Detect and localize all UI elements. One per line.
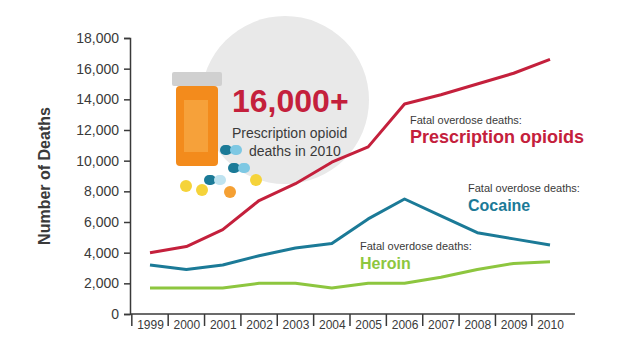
x-tick: 2000 [174, 314, 201, 332]
y-tick-label: 12,000 [76, 122, 119, 138]
y-tick-mark [124, 99, 130, 101]
pill [250, 174, 262, 186]
x-tick: 2008 [464, 314, 491, 332]
x-separator [204, 314, 206, 326]
y-tick: 4,000 [84, 245, 130, 261]
y-tick-mark [124, 130, 130, 132]
x-tick: 2004 [319, 314, 346, 332]
x-separator [240, 314, 242, 326]
y-tick: 12,000 [76, 122, 130, 138]
y-tick-label: 14,000 [76, 91, 119, 107]
y-tick-mark [124, 160, 130, 162]
pill [196, 184, 208, 196]
x-separator [386, 314, 388, 326]
y-tick: 18,000 [76, 30, 130, 46]
x-tick: 2005 [355, 314, 382, 332]
capsule [238, 163, 250, 173]
bottle-cap [172, 72, 222, 86]
bottle-label [184, 100, 208, 152]
x-tick-label: 2005 [355, 318, 382, 332]
x-tick-label: 2003 [283, 318, 310, 332]
x-tick-label: 2004 [319, 318, 346, 332]
pill [180, 180, 192, 192]
x-tick-label: 2006 [392, 318, 419, 332]
y-tick-label: 8,000 [84, 183, 119, 199]
x-axis: 1999 2000 2001 2002 2003 2004 2005 2006 2007 2008… [130, 314, 575, 332]
y-tick-label: 4,000 [84, 245, 119, 261]
annotation-circle [201, 16, 369, 184]
capsule [214, 175, 226, 185]
callout-number: 16,000+ [232, 83, 349, 119]
callout-text: Prescription opioid [232, 125, 347, 141]
x-tick: 2001 [210, 314, 237, 332]
x-tick-label: 2008 [464, 318, 491, 332]
y-tick: 10,000 [76, 153, 130, 169]
x-tick-label: 2002 [246, 318, 273, 332]
y-tick-label: 6,000 [84, 214, 119, 230]
x-separator [422, 314, 424, 326]
x-separator [313, 314, 315, 326]
y-tick: 16,000 [76, 61, 130, 77]
annotations: 16,000+ Prescription opioid deaths in 2010… [232, 83, 584, 272]
y-tick-label: 16,000 [76, 61, 119, 77]
series-line [150, 59, 550, 252]
x-separator [131, 314, 133, 326]
x-separator [167, 314, 169, 326]
x-tick-label: 2009 [501, 318, 528, 332]
y-axis: 0 2,000 4,000 6,000 8,000 10,000 12,000 14,000 1… [76, 30, 130, 322]
x-separator [495, 314, 497, 326]
x-tick-label: 2001 [210, 318, 237, 332]
y-axis-title: Number of Deaths [36, 107, 53, 245]
x-tick: 2009 [501, 314, 528, 332]
series-caption: Fatal overdose deaths: [410, 114, 522, 126]
x-separator [458, 314, 460, 326]
series-caption: Fatal overdose deaths: [360, 240, 472, 252]
x-tick: 2010 [537, 314, 564, 332]
x-tick: 1999 [137, 314, 164, 332]
x-tick: 2007 [428, 314, 455, 332]
chart: 0 2,000 4,000 6,000 8,000 10,000 12,000 14,000 1… [0, 0, 620, 350]
y-tick-label: 10,000 [76, 153, 119, 169]
series-caption: Fatal overdose deaths: [468, 182, 580, 194]
x-tick: 2006 [392, 314, 419, 332]
y-tick-mark [124, 252, 130, 254]
series-label: Heroin [360, 255, 411, 272]
y-tick-mark [124, 283, 130, 285]
x-separator [531, 314, 533, 326]
pill [224, 186, 236, 198]
y-tick: 8,000 [84, 183, 130, 199]
y-tick-mark [124, 314, 130, 316]
x-axis-line [130, 313, 575, 315]
y-tick-mark [124, 191, 130, 193]
y-axis-line [124, 39, 131, 315]
x-separator [349, 314, 351, 326]
y-tick-mark [124, 38, 130, 40]
capsule [230, 145, 242, 155]
series-line [150, 262, 550, 288]
y-tick-label: 2,000 [84, 275, 119, 291]
x-tick: 2002 [246, 314, 273, 332]
plot-area [150, 59, 550, 287]
x-tick-label: 2010 [537, 318, 564, 332]
y-tick-mark [124, 68, 130, 70]
y-tick: 0 [111, 306, 130, 322]
y-tick-label: 0 [111, 306, 119, 322]
callout-text: deaths in 2010 [249, 143, 341, 159]
y-tick: 14,000 [76, 91, 130, 107]
y-tick: 6,000 [84, 214, 130, 230]
x-tick-label: 1999 [137, 318, 164, 332]
y-tick: 2,000 [84, 275, 130, 291]
x-tick: 2003 [283, 314, 310, 332]
series-label: Prescription opioids [410, 127, 584, 147]
x-separator [277, 314, 279, 326]
x-tick-label: 2007 [428, 318, 455, 332]
x-tick-label: 2000 [174, 318, 201, 332]
y-tick-mark [124, 222, 130, 224]
y-tick-label: 18,000 [76, 30, 119, 46]
series-label: Cocaine [468, 197, 530, 214]
bottle-body [176, 86, 218, 166]
